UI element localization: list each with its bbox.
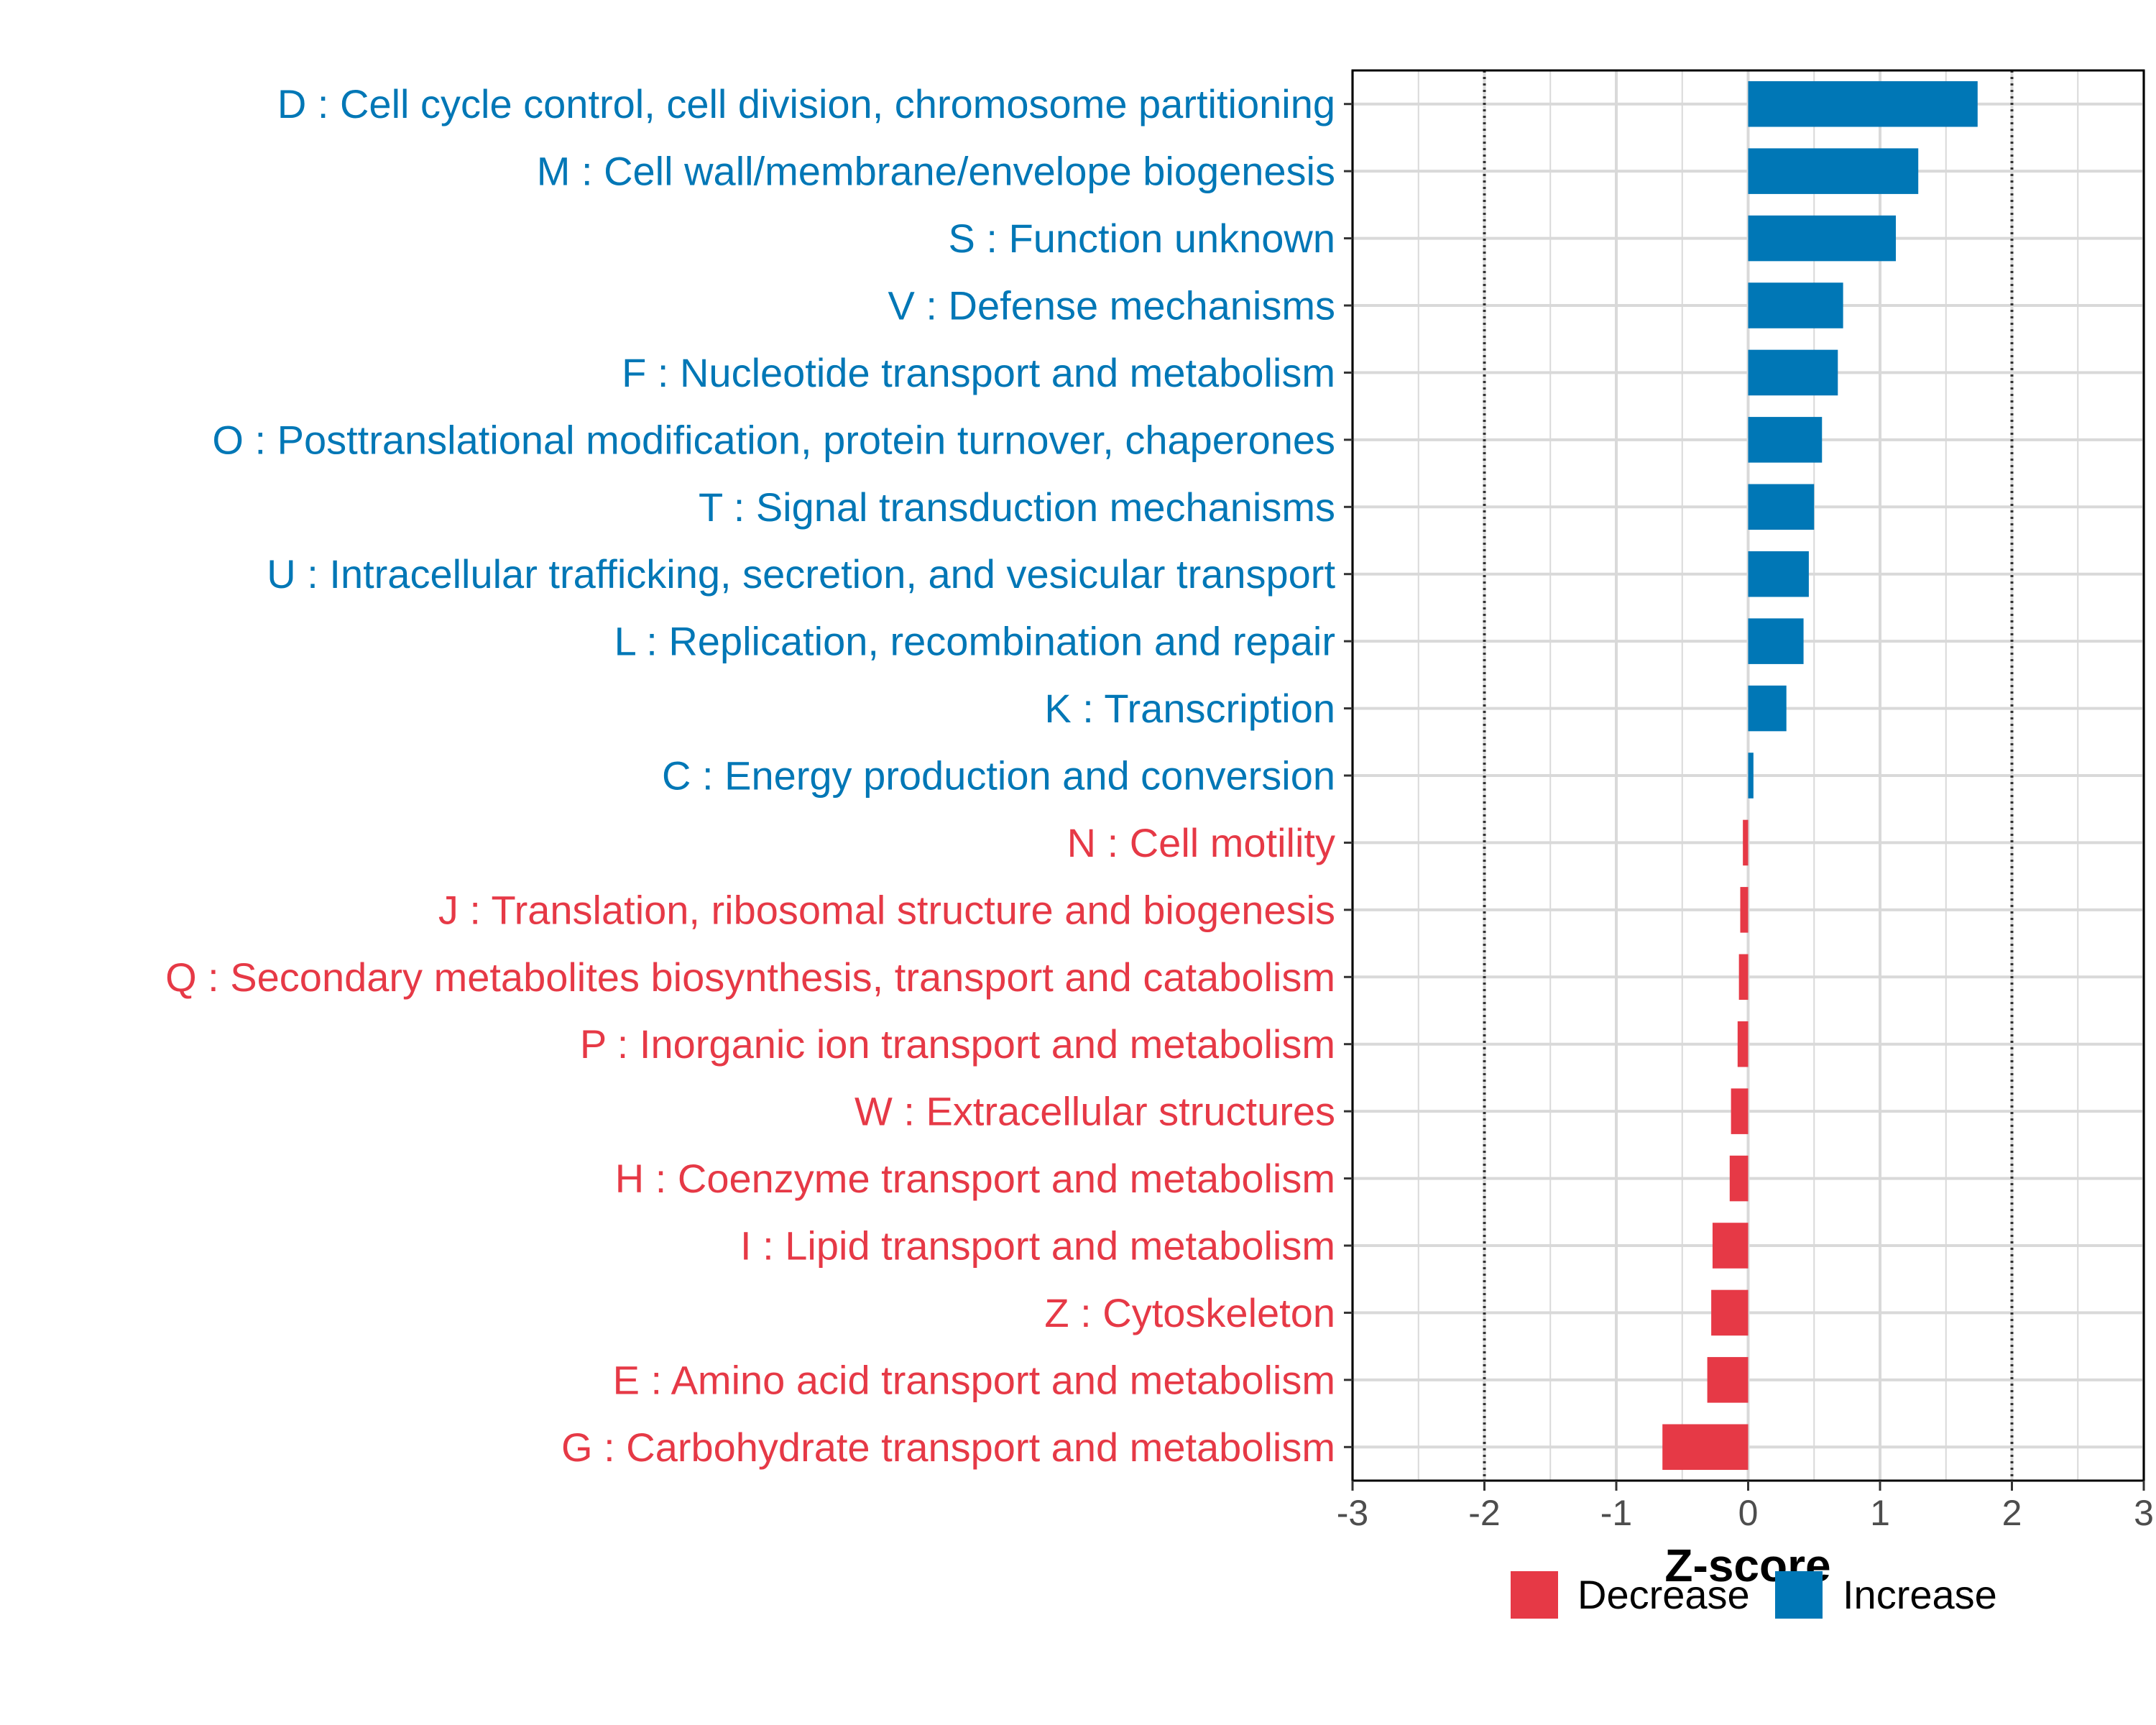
bar-increase bbox=[1748, 417, 1823, 463]
category-labels-layer: D : Cell cycle control, cell division, c… bbox=[165, 81, 1335, 1470]
bar-decrease bbox=[1743, 819, 1749, 866]
legend: Decrease Increase bbox=[1511, 1571, 1997, 1619]
bar-increase bbox=[1748, 215, 1897, 262]
category-label: O : Posttranslational modification, prot… bbox=[212, 417, 1335, 462]
category-label: V : Defense mechanisms bbox=[888, 283, 1335, 328]
category-label: W : Extracellular structures bbox=[854, 1089, 1335, 1134]
category-label: N : Cell motility bbox=[1067, 820, 1335, 865]
bar-increase bbox=[1748, 80, 1978, 127]
category-label: D : Cell cycle control, cell division, c… bbox=[277, 81, 1335, 126]
bar-decrease bbox=[1711, 1289, 1749, 1336]
x-tick-label: -2 bbox=[1468, 1493, 1500, 1533]
bar-increase bbox=[1748, 349, 1838, 396]
bar-decrease bbox=[1738, 954, 1749, 1000]
bar-decrease bbox=[1662, 1424, 1749, 1471]
legend-key-increase bbox=[1775, 1571, 1823, 1619]
x-tick-label: 1 bbox=[1870, 1493, 1890, 1533]
category-label: C : Energy production and conversion bbox=[662, 753, 1335, 799]
bar-increase bbox=[1748, 618, 1804, 664]
bar-decrease bbox=[1712, 1223, 1749, 1269]
bar-decrease bbox=[1740, 887, 1749, 933]
category-label: K : Transcription bbox=[1044, 686, 1335, 731]
bar-decrease bbox=[1737, 1021, 1749, 1067]
category-label: F : Nucleotide transport and metabolism bbox=[622, 350, 1335, 395]
bar-decrease bbox=[1707, 1357, 1749, 1403]
x-tick-label: -1 bbox=[1600, 1493, 1632, 1533]
category-label: E : Amino acid transport and metabolism bbox=[613, 1357, 1335, 1402]
bars-layer bbox=[1662, 80, 1978, 1471]
bar-increase bbox=[1748, 753, 1754, 799]
reference-lines-layer bbox=[1483, 70, 2014, 1481]
x-tick-label: 2 bbox=[2002, 1493, 2022, 1533]
legend-label-increase: Increase bbox=[1843, 1572, 1997, 1617]
category-label: I : Lipid transport and metabolism bbox=[740, 1223, 1335, 1269]
legend-key-decrease bbox=[1511, 1571, 1558, 1619]
bar-decrease bbox=[1731, 1088, 1749, 1134]
category-label: T : Signal transduction mechanisms bbox=[699, 484, 1335, 530]
x-tick-label: -3 bbox=[1337, 1493, 1368, 1533]
ticks-layer: -3 -2 -1 0 1 2 3 bbox=[1337, 103, 2154, 1533]
bar-increase bbox=[1748, 685, 1787, 732]
category-label: H : Coenzyme transport and metabolism bbox=[615, 1156, 1335, 1201]
category-label: Z : Cytoskeleton bbox=[1044, 1290, 1335, 1335]
bar-increase bbox=[1748, 282, 1843, 328]
x-tick-label: 0 bbox=[1738, 1493, 1759, 1533]
category-label: S : Function unknown bbox=[948, 216, 1335, 261]
category-label: Q : Secondary metabolites biosynthesis, … bbox=[165, 954, 1335, 1000]
category-label: P : Inorganic ion transport and metaboli… bbox=[580, 1021, 1335, 1067]
bar-increase bbox=[1748, 148, 1919, 194]
category-label: M : Cell wall/membrane/envelope biogenes… bbox=[537, 149, 1335, 194]
bar-increase bbox=[1748, 551, 1809, 597]
x-tick-label: 3 bbox=[2134, 1493, 2154, 1533]
category-label: U : Intracellular trafficking, secretion… bbox=[267, 551, 1335, 597]
bar-decrease bbox=[1729, 1155, 1749, 1202]
bar-increase bbox=[1748, 484, 1815, 530]
legend-label-decrease: Decrease bbox=[1577, 1572, 1750, 1617]
category-label: J : Translation, ribosomal structure and… bbox=[438, 887, 1335, 932]
category-label: L : Replication, recombination and repai… bbox=[614, 619, 1335, 664]
category-label: G : Carbohydrate transport and metabolis… bbox=[561, 1425, 1335, 1470]
